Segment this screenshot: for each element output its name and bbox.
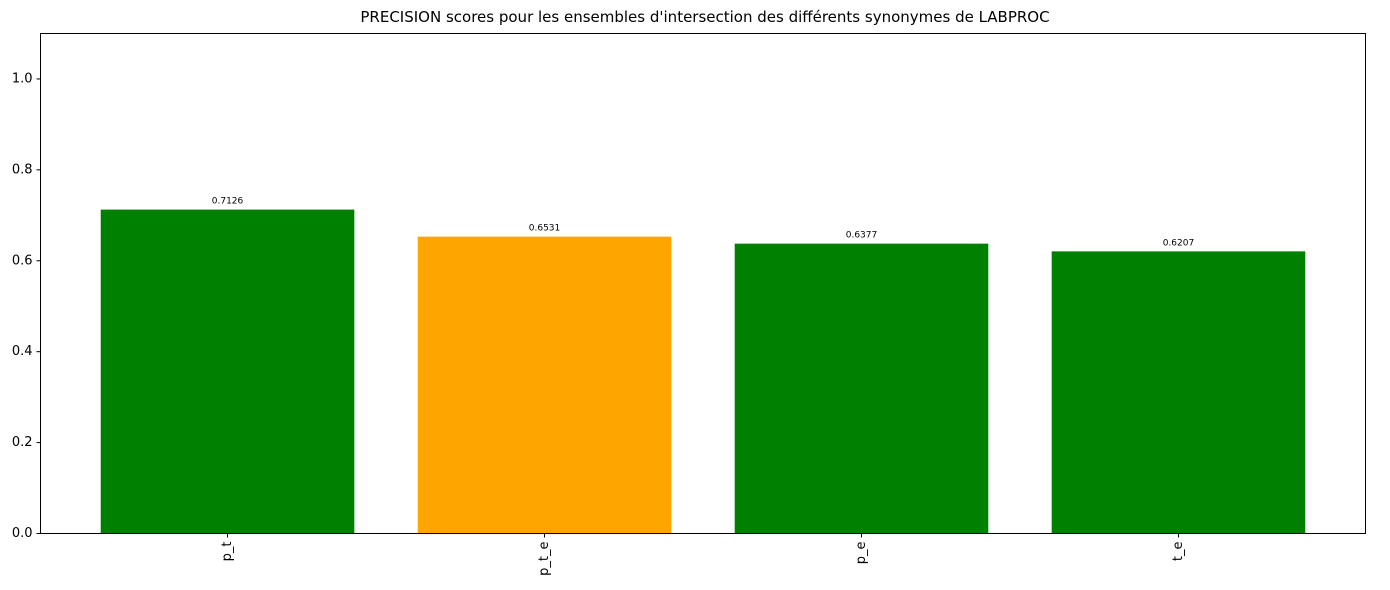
plot-frame (40, 33, 1366, 534)
bar-t_e (1051, 251, 1306, 534)
bar-p_t_e (417, 236, 672, 534)
y-tick-label: 0.8 (12, 162, 33, 177)
x-axis: p_t p_t_e p_e t_e (220, 533, 1186, 576)
chart-title: PRECISION scores pour les ensembles d'in… (360, 8, 1049, 26)
data-label-t_e: 0.6207 (1163, 238, 1195, 248)
y-tick-label: 1.0 (12, 71, 33, 86)
data-label-p_t: 0.7126 (212, 197, 244, 207)
y-tick-label: 0.4 (12, 344, 33, 359)
bars-layer (100, 209, 1306, 534)
x-tick-label-p_t: p_t (220, 542, 235, 562)
y-axis: 0.0 0.2 0.4 0.6 0.8 1.0 (12, 71, 41, 541)
y-tick-label: 0.6 (12, 253, 33, 268)
y-tick-label: 0.2 (12, 435, 33, 450)
data-label-p_t_e: 0.6531 (529, 224, 561, 234)
data-label-p_e: 0.6377 (846, 231, 878, 241)
x-tick-label-p_e: p_e (854, 541, 869, 564)
bar-p_t (100, 209, 355, 534)
data-labels-layer: 0.7126 0.6531 0.6377 0.6207 (212, 197, 1194, 249)
bar-p_e (734, 243, 989, 534)
y-tick-label: 0.0 (12, 526, 33, 541)
x-tick-label-t_e: t_e (1171, 542, 1186, 562)
x-tick-label-p_t_e: p_t_e (537, 542, 552, 576)
